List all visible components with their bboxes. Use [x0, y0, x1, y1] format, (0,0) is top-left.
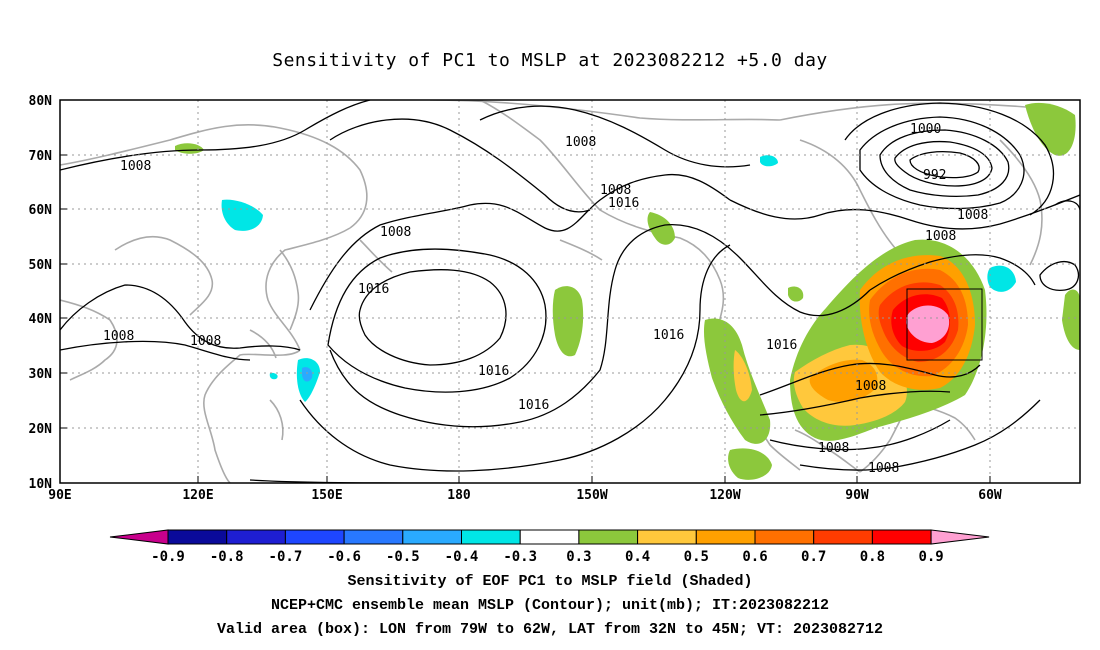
contour-label: 1008	[600, 183, 631, 198]
contour-label: 1008	[868, 461, 899, 476]
map-frame	[59, 99, 1081, 484]
colorbar-arrow-high	[930, 529, 990, 545]
colorbar: -0.9 -0.8 -0.7 -0.6 -0.5 -0.4 -0.3 0.3 0.4 0.5 0.6…	[109, 529, 990, 565]
contour-label: 1008	[380, 225, 411, 240]
colorbar-tick-label: 0.6	[742, 549, 767, 565]
contour-label: 1008	[120, 159, 151, 174]
longitude-labels: 90E 120E 150E 180 150W 120W 90W 60W	[48, 488, 1002, 503]
contour-label: 1016	[766, 338, 797, 353]
colorbar-arrow-low	[109, 529, 169, 545]
lon-label: 90W	[845, 488, 869, 503]
caption-line-2: NCEP+CMC ensemble mean MSLP (Contour); u…	[270, 597, 830, 614]
lat-label: 30N	[29, 367, 53, 382]
contour-label: 1008	[855, 379, 886, 394]
colorbar-segment	[167, 529, 228, 545]
lon-label: 120E	[182, 488, 213, 503]
contour-label: 1016	[358, 282, 389, 297]
contour-label: 1016	[518, 398, 549, 413]
map-title: Sensitivity of PC1 to MSLP at 2023082212…	[272, 50, 828, 71]
colorbar-segment	[402, 529, 462, 545]
lat-label: 10N	[29, 477, 53, 492]
contour-label: 1000	[910, 122, 941, 137]
contour-label: 1008	[190, 334, 221, 349]
graticule	[60, 100, 1080, 483]
colorbar-segment	[695, 529, 756, 545]
colorbar-segment	[343, 529, 404, 545]
colorbar-tick-label: -0.3	[503, 549, 537, 565]
colorbar-segment	[871, 529, 932, 545]
caption-line-3: Valid area (box): LON from 79W to 62W, L…	[216, 621, 884, 638]
colorbar-tick-label: -0.7	[269, 549, 303, 565]
lat-label: 20N	[29, 422, 53, 437]
lat-label: 70N	[29, 149, 53, 164]
colorbar-tick-label: 0.8	[860, 549, 885, 565]
colorbar-tick-label: -0.6	[327, 549, 361, 565]
contour-labels: 1008 1008 1008 1008 1008 1008 1008 1008 …	[103, 122, 988, 476]
tick-marks	[60, 99, 991, 483]
colorbar-segment	[284, 529, 345, 545]
contour-label: 1016	[653, 328, 684, 343]
colorbar-segment	[637, 529, 697, 545]
lat-label: 80N	[29, 94, 53, 109]
contour-label: 1008	[925, 229, 956, 244]
contour-label: 1008	[103, 329, 134, 344]
caption-line-1: Sensitivity of EOF PC1 to MSLP field (Sh…	[347, 573, 753, 590]
contour-label: 1016	[478, 364, 509, 379]
colorbar-tick-label: 0.3	[566, 549, 591, 565]
lat-label: 60N	[29, 203, 53, 218]
lat-label: 40N	[29, 312, 53, 327]
colorbar-tick-label: -0.5	[386, 549, 420, 565]
contour-label: 1008	[818, 441, 849, 456]
colorbar-segment	[461, 529, 521, 545]
colorbar-tick-label: 0.4	[625, 549, 650, 565]
colorbar-segment	[519, 529, 580, 545]
colorbar-tick-label: 0.7	[801, 549, 826, 565]
contour-label: 1008	[565, 135, 596, 150]
lon-label: 60W	[978, 488, 1002, 503]
contour-label: 1008	[957, 208, 988, 223]
mslp-contours	[60, 100, 1080, 483]
colorbar-tick-label: 0.9	[918, 549, 943, 565]
lon-label: 90E	[48, 488, 71, 503]
lon-label: 180	[447, 488, 471, 503]
colorbar-tick-label: -0.4	[445, 549, 479, 565]
colorbar-segment	[578, 529, 639, 545]
colorbar-tick-label: 0.5	[684, 549, 709, 565]
lon-label: 120W	[709, 488, 740, 503]
contour-label: 1016	[608, 196, 639, 211]
coastlines	[60, 100, 1061, 483]
lat-label: 50N	[29, 258, 53, 273]
lon-label: 150W	[576, 488, 607, 503]
valid-area-box	[906, 288, 983, 361]
contour-label: 992	[923, 168, 946, 183]
colorbar-tick-label: -0.9	[151, 549, 185, 565]
lon-label: 150E	[311, 488, 342, 503]
colorbar-segment	[754, 529, 815, 545]
colorbar-tick-label: -0.8	[210, 549, 244, 565]
colorbar-segment	[226, 529, 286, 545]
colorbar-segment	[813, 529, 873, 545]
latitude-labels: 80N 70N 60N 50N 40N 30N 20N 10N	[29, 94, 53, 492]
